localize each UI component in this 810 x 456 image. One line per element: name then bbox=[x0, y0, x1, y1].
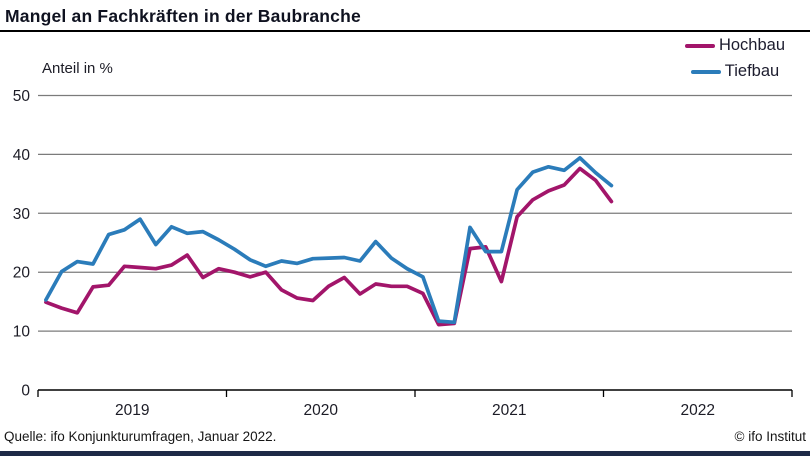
chart-title: Mangel an Fachkräften in der Baubranche bbox=[5, 6, 361, 26]
y-tick-label: 10 bbox=[13, 324, 31, 341]
x-tick-label: 2021 bbox=[492, 402, 526, 419]
hochbau-line bbox=[44, 166, 614, 327]
y-tick-label: 0 bbox=[21, 383, 30, 400]
title-divider bbox=[0, 30, 810, 32]
y-tick-label: 30 bbox=[13, 206, 31, 223]
legend-label-hochbau: Hochbau bbox=[718, 36, 786, 54]
legend: Hochbau Tiefbau bbox=[665, 36, 805, 81]
legend-item-tiefbau: Tiefbau bbox=[690, 62, 780, 81]
y-tick-label: 20 bbox=[13, 265, 31, 282]
tiefbau-line bbox=[44, 156, 614, 325]
y-tick-label: 50 bbox=[13, 88, 31, 105]
y-tick-label: 40 bbox=[13, 147, 31, 164]
x-tick-label: 2020 bbox=[304, 402, 339, 419]
source-text: Quelle: ifo Konjunkturumfragen, Januar 2… bbox=[4, 429, 277, 444]
hochbau-line-icon bbox=[684, 43, 715, 48]
copyright-text: © ifo Institut bbox=[734, 429, 806, 444]
x-tick-label: 2022 bbox=[681, 402, 715, 419]
y-axis-title: Anteil in % bbox=[42, 60, 113, 77]
legend-label-tiefbau: Tiefbau bbox=[724, 62, 780, 80]
x-tick-label: 2019 bbox=[115, 402, 149, 419]
tiefbau-line-icon bbox=[690, 69, 721, 74]
bottom-accent-bar bbox=[0, 451, 810, 456]
legend-item-hochbau: Hochbau bbox=[684, 36, 786, 55]
